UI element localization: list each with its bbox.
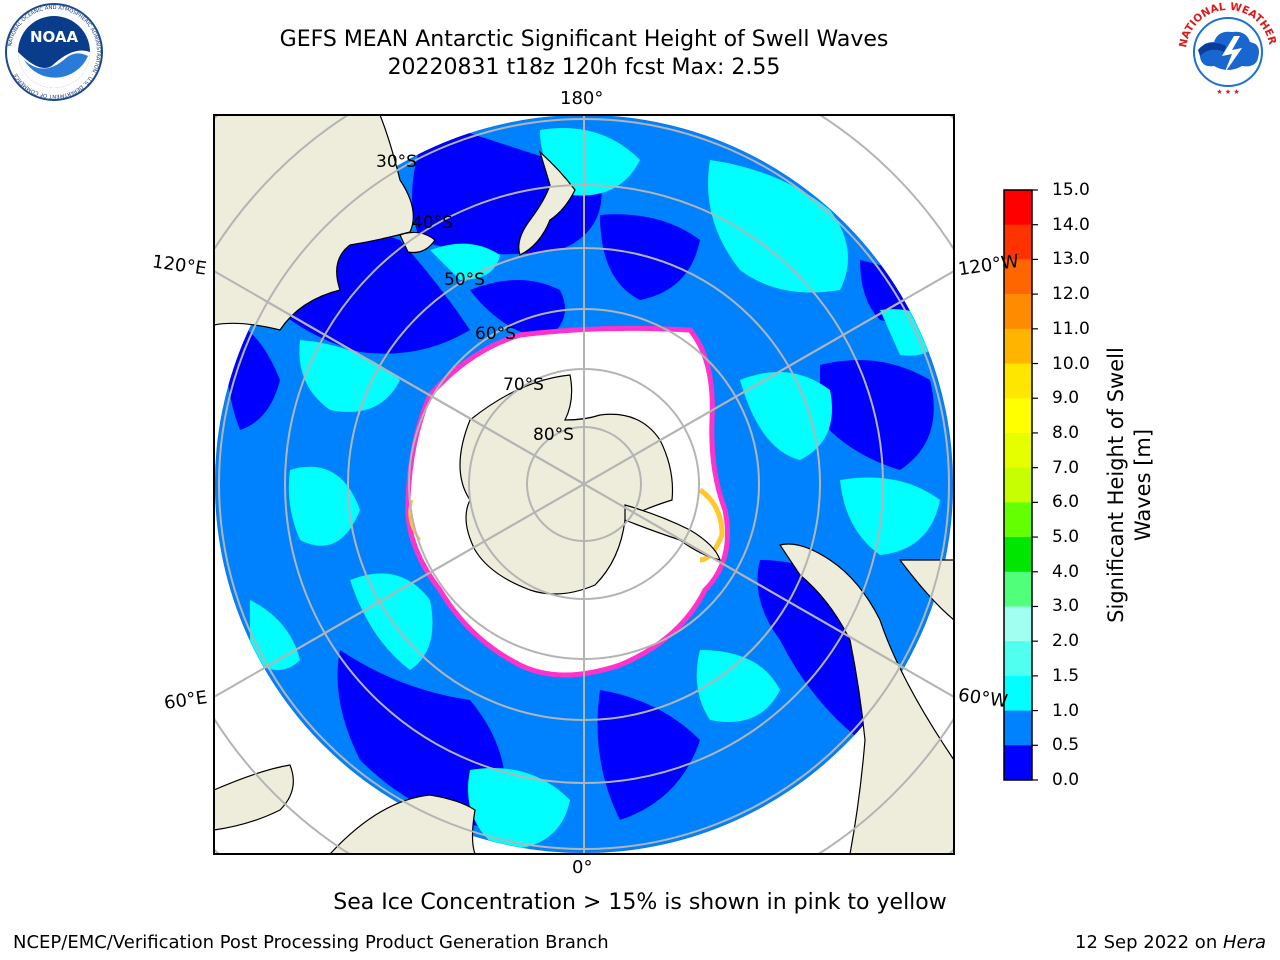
- colorbar-bin: [1004, 502, 1032, 538]
- colorbar-bin: [1004, 432, 1032, 469]
- colorbar-tick-label: 1.0: [1052, 700, 1080, 721]
- svg-text:★ ★ ★: ★ ★ ★: [1216, 88, 1239, 96]
- lon-label-0: 0°: [572, 857, 593, 878]
- colorbar-tick-label: 3.0: [1052, 596, 1080, 617]
- footer-machine: Hera: [1222, 932, 1266, 953]
- colorbar-frame: [1003, 189, 1033, 781]
- antarctic-peninsula: [624, 504, 721, 561]
- colorbar-tick-label: 7.0: [1052, 457, 1080, 478]
- tasmania: [399, 231, 436, 254]
- colorbar-bin: [1004, 571, 1032, 607]
- colorbar-bin: [1004, 745, 1032, 781]
- noaa-logo: NOAA NATIONAL OCEANIC AND ATMOSPHERIC AD…: [5, 3, 103, 101]
- colorbar-tick-label: 11.0: [1052, 318, 1090, 339]
- colorbar-tick-label: 5.0: [1052, 527, 1080, 548]
- footer-date-text: 12 Sep 2022 on: [1075, 932, 1223, 953]
- colorbar-tick-label: 4.0: [1052, 561, 1080, 582]
- africa-tip: [329, 794, 476, 854]
- lat-label-50s: 50°S: [444, 270, 485, 290]
- lat-label-30s: 30°S: [376, 152, 417, 172]
- colorbar-tick-label: 0.0: [1052, 770, 1080, 790]
- colorbar-tick-label: 12.0: [1052, 284, 1090, 305]
- title-line-1: GEFS MEAN Antarctic Significant Height o…: [279, 27, 889, 52]
- lat-label-80s: 80°S: [533, 425, 574, 445]
- colorbar-tick-label: 0.5: [1052, 735, 1080, 756]
- colorbar-bin: [1004, 675, 1032, 712]
- colorbar-tick-label: 1.5: [1052, 665, 1080, 686]
- colorbar-bin: [1004, 363, 1032, 399]
- colorbar-tick-label: 10.0: [1052, 353, 1090, 374]
- colorbar-bin: [1004, 537, 1032, 573]
- colorbar-label-line-1: Significant Height of Swell: [1104, 347, 1128, 623]
- map-frame: [213, 114, 955, 855]
- colorbar-bin: [1004, 641, 1032, 677]
- colorbar-tick-label: 2.0: [1052, 631, 1080, 652]
- colorbar-bin: [1004, 328, 1032, 365]
- sea-ice-note: Sea Ice Concentration > 15% is shown in …: [333, 890, 947, 915]
- colorbar-bin: [1004, 259, 1032, 295]
- lon-label-180: 180°: [560, 88, 604, 109]
- footer-date: 12 Sep 2022 on Hera: [1075, 932, 1266, 953]
- lat-label-70s: 70°S: [503, 375, 544, 395]
- colorbar-bin: [1004, 710, 1032, 746]
- colorbar-bin: [1004, 398, 1032, 434]
- colorbar-label: Significant Height of Swell Waves [m]: [1103, 325, 1157, 645]
- colorbar-label-line-2: Waves [m]: [1131, 428, 1155, 542]
- lat-label-40s: 40°S: [412, 213, 453, 233]
- lat-label-60s: 60°S: [475, 324, 516, 344]
- colorbar-tick-label: 13.0: [1052, 249, 1090, 270]
- footer-credit: NCEP/EMC/Verification Post Processing Pr…: [13, 932, 609, 953]
- noaa-logo-text: NOAA: [30, 28, 79, 46]
- colorbar-tick-label: 15.0: [1052, 180, 1090, 200]
- graticule: [214, 115, 954, 854]
- colorbar-bin: [1004, 224, 1032, 260]
- new-zealand: [518, 150, 576, 256]
- colorbar-tick-label: 9.0: [1052, 388, 1080, 409]
- colorbar-bin: [1004, 190, 1032, 226]
- title-line-2: 20220831 t18z 120h fcst Max: 2.55: [387, 55, 781, 80]
- colorbar-tick-label: 6.0: [1052, 492, 1080, 513]
- colorbar-bin: [1004, 467, 1032, 503]
- nws-logo: NATIONAL WEATHER SERVICE ★ ★ ★: [1178, 2, 1278, 100]
- colorbar-tick-label: 8.0: [1052, 422, 1080, 443]
- colorbar-tick-label: 14.0: [1052, 214, 1090, 235]
- australia: [214, 115, 414, 331]
- colorbar-bin: [1004, 294, 1032, 330]
- colorbar-bin: [1004, 606, 1032, 642]
- colorbar: [1003, 189, 1038, 781]
